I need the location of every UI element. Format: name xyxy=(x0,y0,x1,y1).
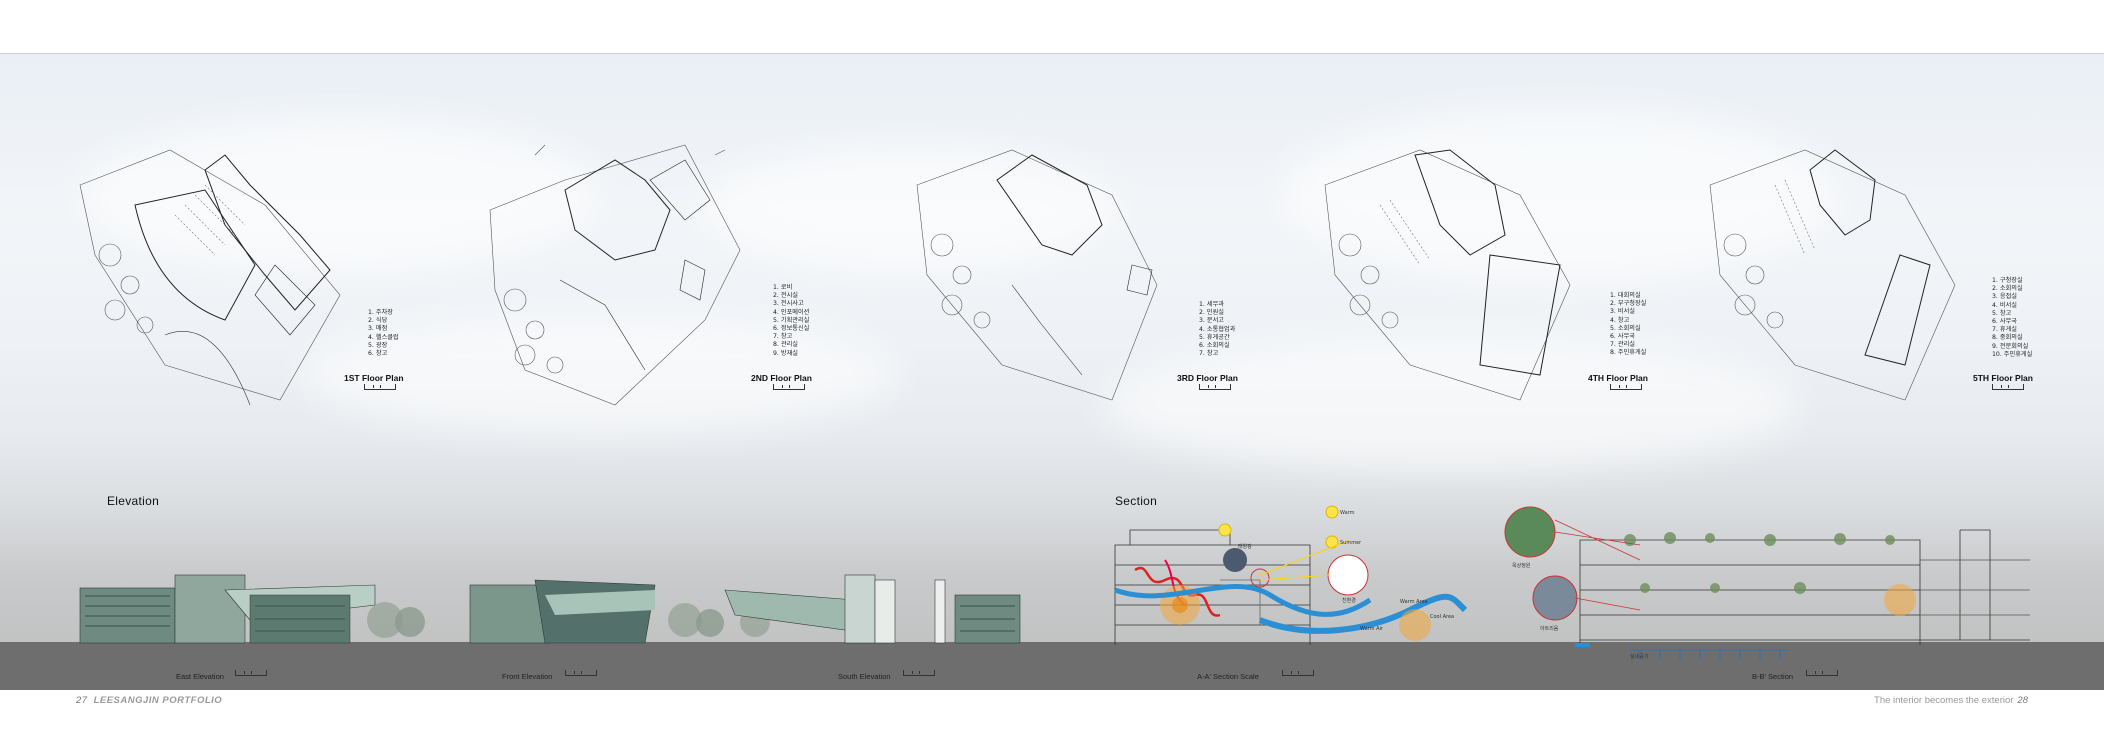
floor-plan-1-title: 1ST Floor Plan xyxy=(344,373,404,383)
legend-item: 1. 대회의실 xyxy=(1610,292,1641,299)
floor-plan-4-legend: 1. 대회의실 2. 부구청장실 3. 비서실 4. 창고 5. 소회의실 6.… xyxy=(1610,292,1646,358)
legend-item: 6. 사무국 xyxy=(1992,318,2017,326)
page-number-left: 27 xyxy=(76,695,88,706)
legend-item: 3. 비서실 xyxy=(1610,308,1635,316)
legend-item: 8. 중회의실 xyxy=(1992,334,2023,342)
floor-plan-4-drawing xyxy=(1324,149,1571,401)
legend-item: 1. 구청장실 xyxy=(1992,277,2023,284)
footer-right: The interior becomes the exterior 28 xyxy=(1874,695,2028,706)
legend-item: 2. 소회의실 xyxy=(1992,285,2023,293)
section-aa-drawing: 태양광 Warm Summer 친환경 Warm Area Cool Area … xyxy=(1114,505,1468,645)
callout-label: 아트리움 xyxy=(1540,625,1559,632)
section-aa-label: A-A' Section Scale xyxy=(1197,672,1259,681)
legend-item: 4. 소통협업과 xyxy=(1199,325,1236,333)
legend-item: 9. 전문회의실 xyxy=(1992,342,2029,350)
south-elevation-label: South Elevation xyxy=(838,672,891,681)
legend-item: 5. 창고 xyxy=(1992,309,2012,317)
legend-item: 4. 헬스클럽 xyxy=(368,333,399,341)
legend-item: 2. 전시실 xyxy=(773,292,798,300)
callout-label: 태양광 xyxy=(1238,543,1252,550)
legend-item: 2. 식당 xyxy=(368,317,388,325)
portfolio-title: LEESANGJIN PORTFOLIO xyxy=(93,695,223,706)
legend-item: 3. 문서고 xyxy=(1199,317,1224,325)
scale-bar xyxy=(1806,670,1838,676)
legend-item: 3. 매점 xyxy=(368,325,388,333)
floor-plan-5-title: 5TH Floor Plan xyxy=(1973,373,2033,383)
callout-label: 옥상정원 xyxy=(1512,562,1531,569)
scale-bar xyxy=(1610,384,1642,390)
section-bb-label: B-B' Section xyxy=(1752,672,1794,681)
legend-item: 7. 창고 xyxy=(773,333,793,341)
legend-item: 6. 소회의실 xyxy=(1199,342,1230,350)
floor-plan-1-drawing xyxy=(79,149,341,406)
legend-item: 5. 휴게공간 xyxy=(1199,333,1230,341)
elevation-heading: Elevation xyxy=(107,494,160,508)
scale-bar xyxy=(1992,384,2024,390)
legend-item: 3. 응접실 xyxy=(1992,293,2017,301)
top-border-line xyxy=(0,53,2104,54)
scale-bar xyxy=(903,670,935,676)
legend-item: 4. 창고 xyxy=(1610,316,1630,324)
legend-item: 7. 창고 xyxy=(1199,350,1219,358)
portfolio-tagline: The interior becomes the exterior xyxy=(1874,695,2014,706)
legend-item: 10. 주민휴게실 xyxy=(1992,350,2033,358)
scale-bar xyxy=(235,670,267,676)
floor-plan-4-title: 4TH Floor Plan xyxy=(1588,373,1648,383)
scale-bar xyxy=(1282,670,1314,676)
scale-bar xyxy=(565,670,597,676)
floor-plan-2-drawing xyxy=(489,144,741,406)
legend-item: 5. 소회의실 xyxy=(1610,324,1641,332)
section-heading: Section xyxy=(1115,494,1158,508)
legend-item: 6. 사무국 xyxy=(1610,333,1635,341)
front-elevation-label: Front Elevation xyxy=(502,672,553,681)
callout-label: Warm Air xyxy=(1360,626,1384,632)
page-number-right: 28 xyxy=(2017,695,2028,706)
legend-item: 4. 비서실 xyxy=(1992,301,2017,309)
scale-bar xyxy=(1199,384,1231,390)
floor-plan-2-title: 2ND Floor Plan xyxy=(751,373,812,383)
legend-item: 1. 로비 xyxy=(773,284,793,291)
legend-item: 2. 민원실 xyxy=(1199,309,1224,317)
legend-item: 8. 관리실 xyxy=(773,341,798,349)
east-elevation-label: East Elevation xyxy=(176,672,224,681)
legend-item: 9. 방재실 xyxy=(773,349,798,357)
legend-item: 1. 주차장 xyxy=(368,309,393,316)
legend-item: 4. 인포메이션 xyxy=(773,308,810,316)
callout-label: 실내공기 xyxy=(1630,653,1648,660)
legend-item: 5. 기획관리실 xyxy=(773,316,810,324)
legend-item: 5. 광장 xyxy=(368,341,388,349)
callout-label: Summer xyxy=(1340,540,1362,546)
scale-bar xyxy=(773,384,805,390)
floor-plan-3-title: 3RD Floor Plan xyxy=(1177,373,1238,383)
floor-plan-5-drawing xyxy=(1709,149,1956,401)
portfolio-sheet xyxy=(0,54,2104,690)
elevation-drawing xyxy=(79,574,1021,644)
floor-plan-2-legend: 1. 로비 2. 전시실 3. 전시사고 4. 인포메이션 5. 기획관리실 6… xyxy=(773,284,809,358)
legend-item: 6. 정보통신실 xyxy=(773,325,810,333)
section-bb-drawing: 옥상정원 아트리움 실내공기 xyxy=(1504,506,2030,660)
callout-label: 친환경 xyxy=(1342,597,1356,604)
callout-label: Cool Area xyxy=(1430,614,1454,620)
scale-bar xyxy=(364,384,396,390)
floor-plan-3-drawing xyxy=(916,149,1158,401)
legend-item: 8. 주민휴게실 xyxy=(1610,349,1647,357)
legend-item: 3. 전시사고 xyxy=(773,300,804,308)
legend-item: 6. 창고 xyxy=(368,350,388,358)
legend-item: 7. 관리실 xyxy=(1610,341,1635,349)
floor-plan-5-legend: 1. 구청장실 2. 소회의실 3. 응접실 4. 비서실 5. 창고 6. 사… xyxy=(1992,277,2032,359)
floor-plan-1-legend: 1. 주차장 2. 식당 3. 매점 4. 헬스클럽 5. 광장 6. 창고 xyxy=(368,309,399,358)
legend-item: 2. 부구청장실 xyxy=(1610,300,1647,308)
legend-item: 1. 세무과 xyxy=(1199,301,1224,308)
footer-left: 27 LEESANGJIN PORTFOLIO xyxy=(76,695,222,706)
legend-item: 7. 휴게실 xyxy=(1992,326,2017,334)
floor-plan-3-legend: 1. 세무과 2. 민원실 3. 문서고 4. 소통협업과 5. 휴게공간 6.… xyxy=(1199,301,1235,358)
callout-label: Warm xyxy=(1340,510,1355,516)
callout-label: Warm Area xyxy=(1400,599,1428,605)
